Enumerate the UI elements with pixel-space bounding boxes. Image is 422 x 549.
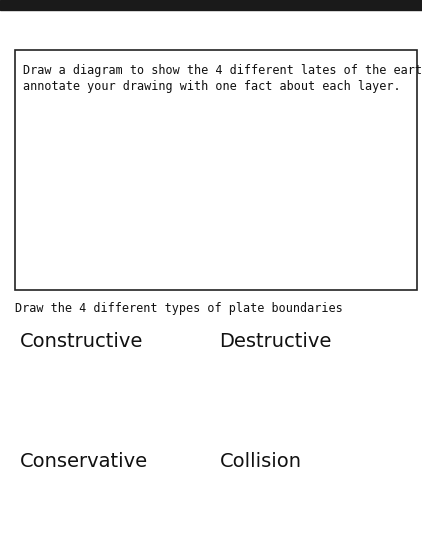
Text: annotate your drawing with one fact about each layer.: annotate your drawing with one fact abou… [23,80,400,93]
Bar [15,50,417,290]
Text: Draw a diagram to show the 4 different lates of the earth,: Draw a diagram to show the 4 different l… [23,64,422,77]
Text: Destructive: Destructive [219,332,332,351]
Bar [0,0,422,10]
Text: Conservative: Conservative [20,452,148,471]
Text: Constructive: Constructive [20,332,143,351]
Text: Collision: Collision [219,452,301,471]
Text: Draw the 4 different types of plate boundaries: Draw the 4 different types of plate boun… [15,302,343,315]
